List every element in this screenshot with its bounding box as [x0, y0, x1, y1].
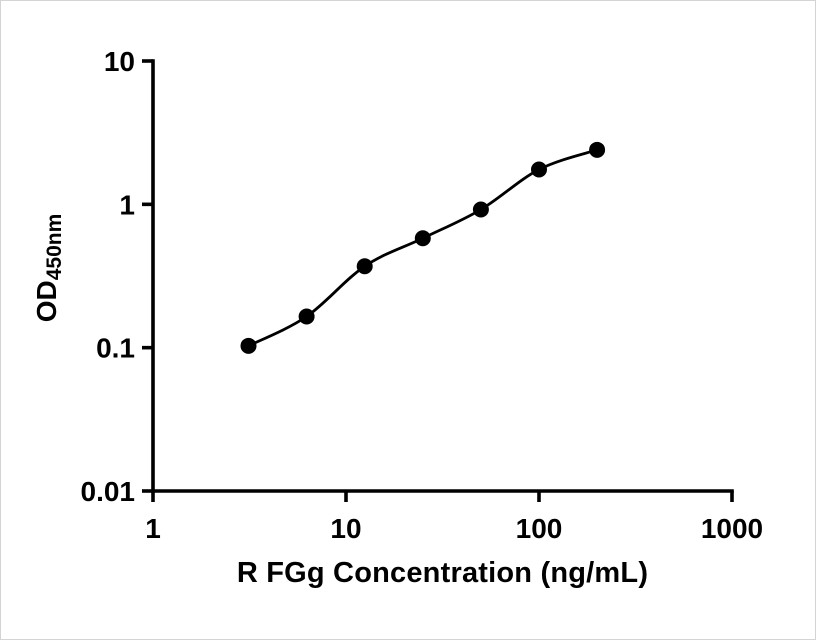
x-tick-label: 1000 [701, 513, 763, 544]
data-point [472, 201, 489, 218]
data-point [240, 337, 257, 354]
x-tick-label: 100 [516, 513, 563, 544]
y-tick-label: 0.01 [81, 476, 136, 507]
x-tick-label: 1 [145, 513, 161, 544]
y-axis-title: OD450nm [31, 213, 66, 323]
x-axis-title: R FGg Concentration (ng/mL) [236, 557, 649, 589]
y-axis-title-subscript: 450nm [43, 213, 66, 281]
data-point [531, 161, 547, 178]
y-tick-label: 0.1 [96, 333, 135, 364]
axes [151, 59, 734, 493]
data-point [356, 258, 373, 275]
x-tick-label: 10 [330, 513, 361, 544]
y-tick-label: 10 [104, 46, 135, 77]
data-point [589, 141, 606, 158]
y-tick-label: 1 [119, 189, 135, 220]
data-point [298, 308, 315, 325]
data-point [414, 230, 431, 247]
y-axis-title-main: OD [31, 280, 62, 323]
